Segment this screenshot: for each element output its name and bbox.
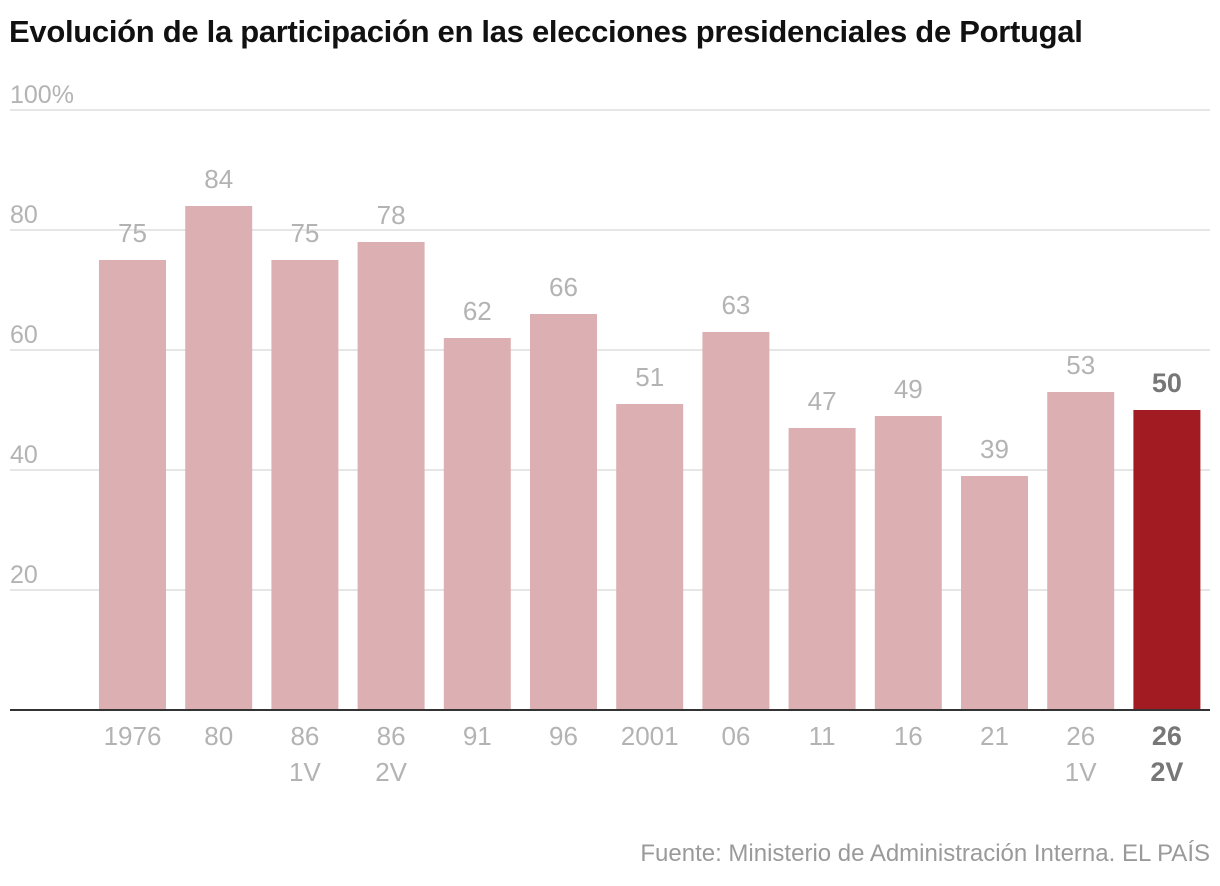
y-tick-label: 80 [10, 201, 38, 229]
value-label: 84 [204, 164, 233, 194]
bar [271, 260, 339, 710]
x-tick-label: 86 2V [375, 721, 407, 787]
value-label: 50 [1152, 368, 1182, 398]
bar [961, 476, 1028, 710]
x-tick-label: 26 2V [1150, 721, 1183, 787]
bar [1047, 392, 1115, 710]
x-tick-label: 11 [809, 721, 836, 751]
bar [357, 242, 425, 710]
value-label: 75 [290, 218, 319, 248]
value-label: 78 [377, 200, 406, 230]
source-note: Fuente: Ministerio de Administración Int… [640, 840, 1210, 867]
value-label: 75 [118, 218, 147, 248]
x-tick-label: 80 [204, 721, 233, 751]
chart-title: Evolución de la participación en las ele… [9, 14, 1083, 49]
y-tick-label: 100% [10, 81, 74, 109]
x-tick-label: 21 [980, 721, 1009, 751]
bars [99, 206, 1201, 710]
value-label: 63 [721, 290, 750, 320]
value-label: 51 [635, 362, 664, 392]
y-tick-label: 60 [10, 321, 38, 349]
x-tick-label: 06 [721, 721, 750, 751]
y-axis-tick-labels: 20 40 60 80 100% [10, 81, 74, 589]
x-tick-label: 2001 [621, 721, 679, 751]
bar [99, 260, 166, 710]
value-label: 47 [808, 386, 837, 416]
bar [616, 404, 684, 710]
x-tick-label: 96 [549, 721, 578, 751]
x-tick-label: 86 1V [289, 721, 321, 787]
x-tick-label: 26 1V [1065, 721, 1097, 787]
x-axis-tick-labels: 1976 80 86 1V 86 2V 91 96 2001 06 11 16 21 26 1V 26 2V [104, 721, 1184, 787]
x-tick-label: 1976 [104, 721, 162, 751]
bar [443, 338, 511, 710]
value-label: 62 [463, 296, 492, 326]
bar [788, 428, 856, 710]
bar [874, 416, 942, 710]
y-tick-label: 20 [10, 561, 38, 589]
x-tick-label: 16 [894, 721, 923, 751]
bar [702, 332, 770, 710]
bar [185, 206, 253, 710]
value-labels: 75 84 75 78 62 66 51 63 47 49 39 53 50 [118, 164, 1182, 464]
value-label: 66 [549, 272, 578, 302]
x-tick-label: 91 [463, 721, 492, 751]
bar [530, 314, 597, 710]
value-label: 39 [980, 434, 1009, 464]
value-label: 49 [894, 374, 923, 404]
bar [1133, 410, 1201, 710]
y-tick-label: 40 [10, 441, 38, 469]
value-label: 53 [1066, 350, 1095, 380]
